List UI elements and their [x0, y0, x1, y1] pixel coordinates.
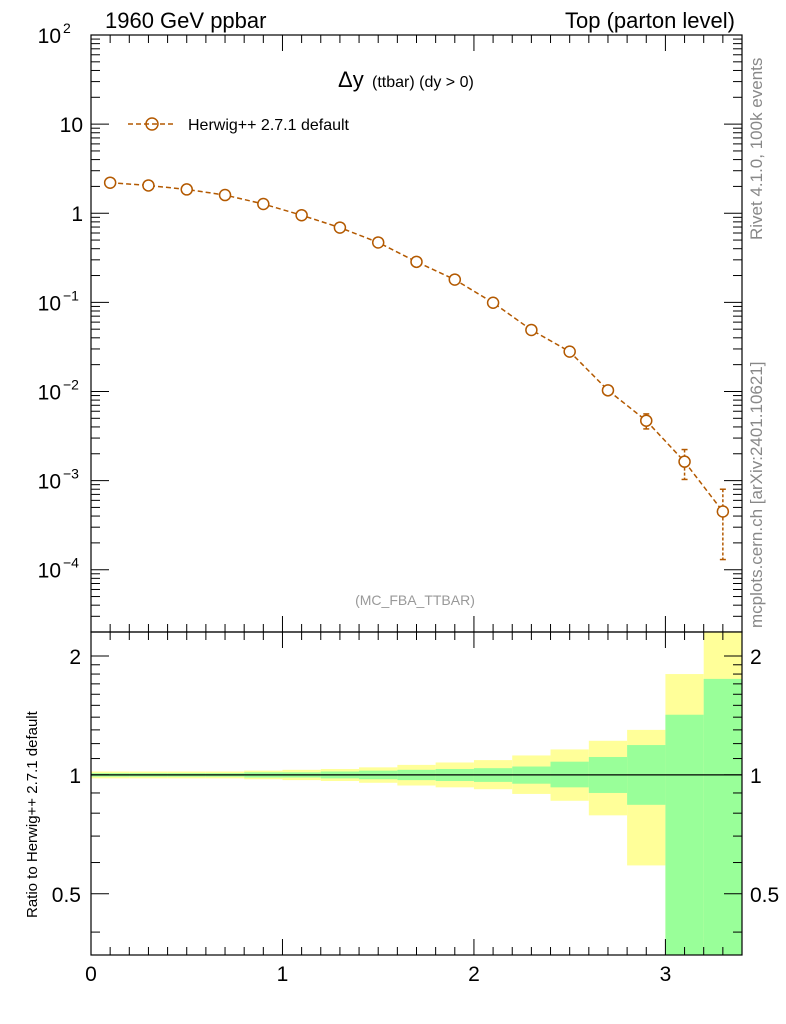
- main-data-point: [563, 345, 576, 358]
- ratio-bands: [91, 632, 742, 955]
- main-series-line: [110, 181, 724, 512]
- ratio-x-tick-label: 1: [277, 963, 289, 986]
- header-left: 1960 GeV ppbar: [105, 8, 266, 33]
- legend: Herwig++ 2.7.1 default: [128, 117, 350, 134]
- main-y-tick-label: 10: [38, 292, 61, 315]
- main-y-tick-label: 1: [71, 203, 83, 226]
- main-data-point: [218, 188, 232, 202]
- plot-title-main: Δy: [338, 67, 364, 92]
- main-data-point: [295, 208, 308, 222]
- main-data-point: [716, 505, 730, 518]
- main-y-tick-label-exponent: −1: [63, 287, 79, 303]
- main-series-group: [103, 176, 730, 561]
- rivet-version-label: Rivet 4.1.0, 100k events: [747, 58, 766, 240]
- main-y-tick-label: 10: [38, 560, 61, 583]
- main-y-tick-label-exponent: −4: [63, 555, 79, 571]
- main-y-tick-label: 10: [38, 25, 61, 48]
- ratio-y-tick-label: 0.5: [52, 884, 81, 907]
- ratio-y-tick-label: 2: [69, 646, 81, 669]
- main-y-tick-label: 10: [60, 114, 83, 137]
- ratio-x-tick-label: 2: [468, 963, 480, 986]
- main-y-tick-label-exponent: −2: [63, 376, 79, 392]
- main-y-tick-label: 10: [38, 381, 61, 404]
- header-right: Top (parton level): [565, 8, 735, 33]
- main-data-point: [333, 221, 347, 234]
- main-data-point: [257, 197, 270, 211]
- main-data-point: [371, 236, 385, 249]
- main-y-tick-label-exponent: 2: [63, 20, 71, 36]
- ratio-x-tick-label: 3: [660, 963, 672, 986]
- main-data-point: [640, 414, 653, 427]
- ratio-inner-band: [665, 714, 704, 955]
- main-data-point: [525, 323, 538, 337]
- ratio-y-tick-label-right: 2: [750, 646, 762, 669]
- ratio-panel: 0.5 0.5 1 1 2 2 0 1 2 3 Ratio to Herwig++ 2.7.1 d…: [24, 631, 779, 986]
- ratio-axes: 0.5 0.5 1 1 2 2 0 1 2 3: [52, 631, 779, 986]
- plot-title-sub: (ttbar) (dy > 0): [372, 74, 474, 91]
- main-data-point: [180, 183, 193, 196]
- mcplots-source-label: mcplots.cern.ch [arXiv:2401.10621]: [747, 362, 766, 628]
- main-y-tick-label: 10: [38, 471, 61, 494]
- main-data-point: [410, 255, 423, 269]
- analysis-tag: (MC_FBA_TTBAR): [355, 592, 475, 608]
- main-data-point: [601, 384, 615, 397]
- ratio-y-tick-label-right: 1: [750, 765, 762, 788]
- legend-marker: [145, 117, 159, 131]
- ratio-y-tick-label: 1: [69, 765, 81, 788]
- ratio-y-axis-label: Ratio to Herwig++ 2.7.1 default: [24, 710, 41, 918]
- main-data-point: [486, 296, 500, 309]
- legend-label: Herwig++ 2.7.1 default: [188, 117, 350, 134]
- ratio-x-tick-label: 0: [85, 963, 97, 986]
- ratio-y-tick-label-right: 0.5: [750, 884, 779, 907]
- main-data-point: [448, 273, 462, 286]
- ratio-inner-band: [703, 678, 742, 955]
- main-data-point: [142, 179, 155, 192]
- main-data-point: [678, 455, 691, 468]
- main-y-tick-label-exponent: −3: [63, 466, 79, 482]
- main-data-point: [103, 176, 117, 189]
- main-panel: Δy (ttbar) (dy > 0) (MC_FBA_TTBAR) Herwi…: [38, 20, 743, 633]
